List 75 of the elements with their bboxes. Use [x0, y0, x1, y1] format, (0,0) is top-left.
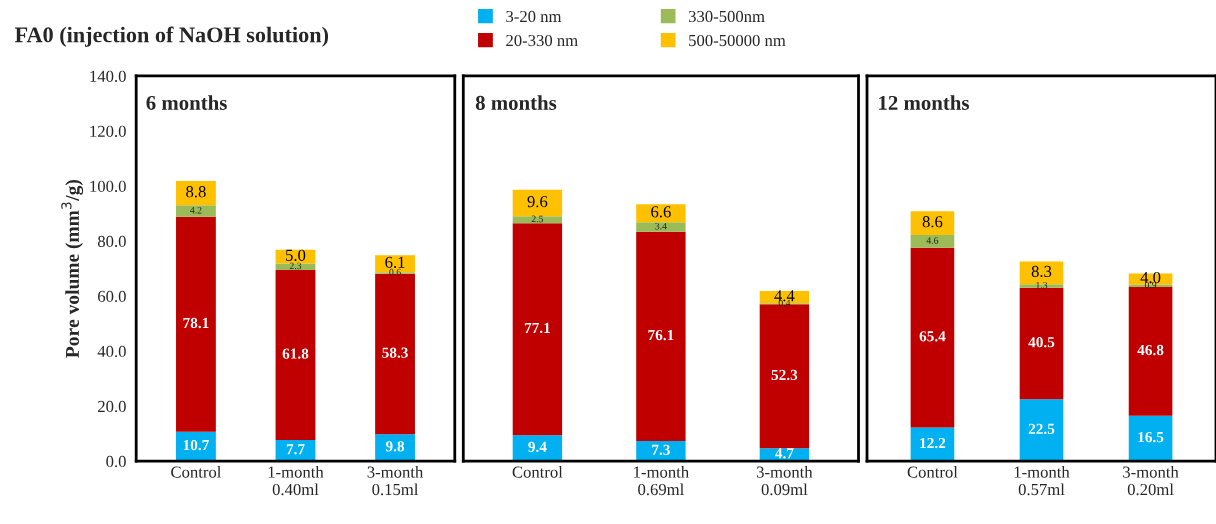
data-label: 16.5 [1138, 431, 1164, 443]
data-label: 7.3 [652, 444, 670, 455]
bar [512, 435, 563, 462]
legend-label: 3-20 nm [506, 10, 562, 23]
bar [910, 234, 955, 248]
bar [636, 222, 686, 232]
x-tick-label: 3-month 0.15ml [367, 465, 424, 496]
x-tick-label: 1-month 0.57ml [1014, 465, 1070, 496]
data-label: 8.6 [922, 216, 943, 228]
chart-title: FA0 (injection of NaOH solution) [14, 26, 329, 47]
y-tick-label: 20.0 [98, 400, 126, 413]
data-label: 78.1 [183, 317, 209, 329]
x-tick-label: Control [512, 465, 563, 478]
y-tick-label: 0.0 [106, 455, 126, 468]
x-tick-label: Control [171, 465, 222, 478]
data-label: 6.6 [651, 206, 671, 218]
data-label: 5.0 [286, 249, 306, 261]
data-label: 4.2 [190, 206, 202, 214]
bar [176, 181, 216, 206]
x-tick-label: 3-month 0.20ml [1123, 465, 1179, 496]
bar [910, 247, 955, 428]
y-tick-label: 40.0 [97, 345, 126, 358]
y-tick-label: 120.0 [90, 125, 126, 138]
x-tick-label: 3-month 0.09ml [756, 465, 813, 496]
data-label: 4.6 [926, 237, 939, 244]
y-tick-label: 80.0 [97, 235, 126, 248]
bar [1128, 415, 1173, 462]
bar [636, 441, 686, 462]
data-label: 61.8 [282, 348, 309, 359]
bar [512, 223, 563, 436]
legend-label: 500-50000 nm [689, 34, 786, 47]
bar [636, 204, 686, 223]
data-label: 65.4 [919, 331, 946, 342]
legend-label: 330-500nm [688, 10, 765, 23]
data-label: 3.4 [655, 222, 667, 230]
bar [512, 216, 563, 224]
annotation: 8 months [475, 95, 557, 110]
x-tick-label: Control [907, 465, 958, 478]
data-label: 40.5 [1028, 337, 1055, 348]
bar [636, 231, 686, 442]
data-label: 9.4 [528, 441, 547, 453]
bar [176, 205, 216, 217]
data-label: 8.3 [1031, 265, 1052, 278]
data-label: 0.6 [389, 268, 401, 276]
bar [910, 211, 955, 235]
bar [1019, 287, 1064, 400]
data-label: 7.7 [286, 444, 305, 455]
data-label: 9.8 [385, 441, 405, 452]
y-tick-label: 60.0 [98, 290, 126, 303]
data-label: 8.8 [186, 186, 206, 198]
data-label: 52.3 [771, 369, 798, 381]
annotation: 12 months [879, 95, 969, 110]
y-tick-label: 140.0 [90, 70, 126, 82]
data-label: 6.1 [385, 256, 405, 268]
y-axis-title: Pore volume (mm$^{3}$/g) [61, 180, 84, 358]
legend-label: 20-330 nm [506, 34, 578, 47]
bar [176, 216, 216, 432]
x-tick-label: 1-month 0.69ml [634, 465, 689, 496]
data-label: 9.6 [527, 196, 548, 208]
y-tick-label: 100.0 [90, 180, 126, 193]
data-label: 58.3 [382, 347, 408, 358]
data-label: 2.3 [289, 262, 302, 270]
x-tick-label: 1-month 0.40ml [268, 465, 324, 496]
bar [275, 269, 316, 440]
bar [512, 189, 563, 217]
data-label: 46.8 [1137, 344, 1164, 356]
data-label: 2.5 [531, 215, 544, 223]
data-label: 76.1 [648, 329, 674, 341]
data-label: 12.2 [920, 437, 946, 449]
annotation: 6 months [146, 95, 227, 110]
bar [1019, 399, 1064, 462]
data-label: 4.7 [775, 448, 794, 459]
data-label: 22.5 [1028, 423, 1055, 435]
data-label: 77.1 [524, 322, 550, 334]
data-label: 10.7 [183, 439, 209, 451]
